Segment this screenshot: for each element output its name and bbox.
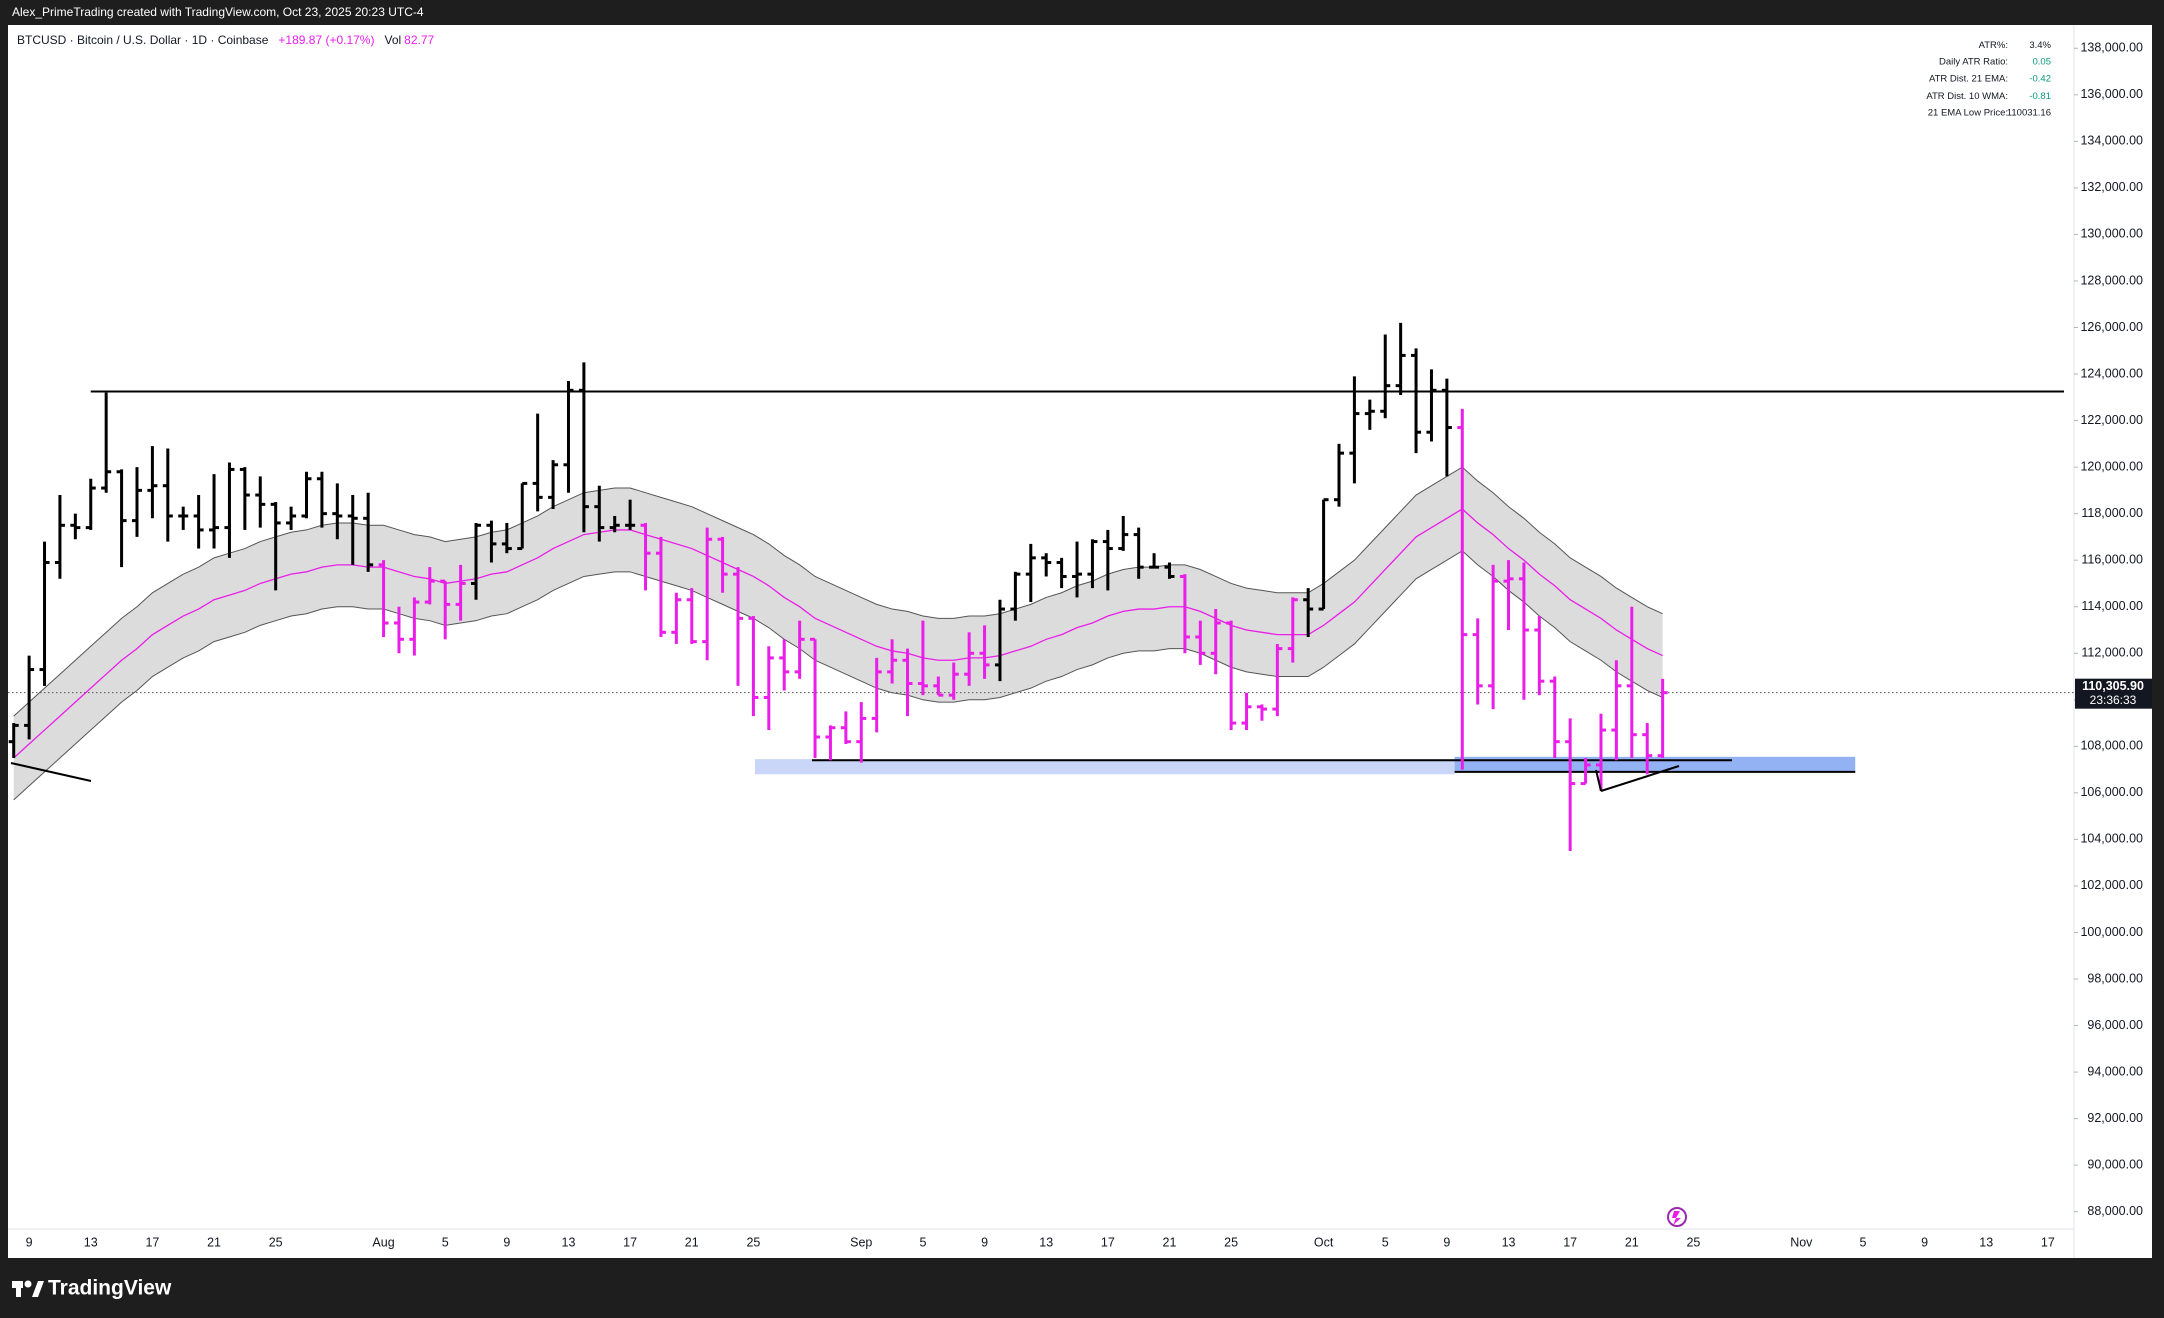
y-tick-label: 108,000.00 xyxy=(2080,739,2143,753)
band-fill xyxy=(13,467,1663,800)
change-legend: +189.87 (+0.17%) xyxy=(278,33,374,47)
x-tick-label: 5 xyxy=(442,1235,449,1249)
x-tick-label: 13 xyxy=(1502,1235,1516,1249)
y-tick-label: 128,000.00 xyxy=(2080,273,2143,287)
y-tick-label: 106,000.00 xyxy=(2080,785,2143,799)
y-tick-label: 136,000.00 xyxy=(2080,87,2143,101)
plot: 88,000.00 90,000.00 92,000.00 94,000.00 96,0… xyxy=(8,41,2152,1249)
logo-part xyxy=(16,1281,21,1297)
x-tick-label: 9 xyxy=(26,1235,33,1249)
y-tick-label: 138,000.00 xyxy=(2080,41,2143,55)
x-tick-label: 25 xyxy=(269,1235,283,1249)
trendline xyxy=(10,762,92,782)
info-value: 0.05 xyxy=(2033,57,2052,68)
zone xyxy=(754,759,1455,775)
x-tick-label: 17 xyxy=(623,1235,637,1249)
ema-line xyxy=(13,508,1663,759)
icon-ring xyxy=(1667,1207,1687,1227)
y-tick-label: 120,000.00 xyxy=(2080,459,2143,473)
y-tick-label: 94,000.00 xyxy=(2087,1064,2143,1078)
y-tick-label: 134,000.00 xyxy=(2080,134,2143,148)
info-label: ATR%: xyxy=(1979,40,2008,51)
x-tick-label: 13 xyxy=(1039,1235,1053,1249)
volume-label: Vol xyxy=(384,33,401,47)
y-tick-label: 102,000.00 xyxy=(2080,878,2143,892)
last-price-box xyxy=(2075,678,2152,709)
x-tick-label: 25 xyxy=(746,1235,760,1249)
y-tick-label: 126,000.00 xyxy=(2080,320,2143,334)
countdown: 23:36:33 xyxy=(2090,693,2137,707)
x-tick-label: 5 xyxy=(1859,1235,1866,1249)
x-tick-label: 13 xyxy=(1979,1235,1993,1249)
x-tick-label: Oct xyxy=(1314,1235,1334,1249)
x-tick-label: Nov xyxy=(1790,1235,1813,1249)
y-tick-label: 98,000.00 xyxy=(2087,971,2143,985)
y-tick-label: 90,000.00 xyxy=(2087,1157,2143,1171)
x-tick-label: 17 xyxy=(1101,1235,1115,1249)
info-value: 110031.16 xyxy=(2007,108,2051,119)
info-value: 3.4% xyxy=(2029,40,2051,51)
x-tick-label: 5 xyxy=(919,1235,926,1249)
info-label: 21 EMA Low Price: xyxy=(1928,108,2008,119)
info-value: -0.42 xyxy=(2029,74,2051,85)
x-tick-label: 9 xyxy=(503,1235,510,1249)
x-tick-label: 21 xyxy=(685,1235,699,1249)
icon-bolt xyxy=(1672,1211,1681,1225)
trendline xyxy=(1595,769,1602,792)
x-tick-label: 21 xyxy=(207,1235,221,1249)
y-tick-label: 112,000.00 xyxy=(2081,646,2143,660)
y-tick-label: 132,000.00 xyxy=(2080,180,2143,194)
logo-part xyxy=(32,1281,44,1297)
x-tick-label: 25 xyxy=(1686,1235,1700,1249)
info-value: -0.81 xyxy=(2029,91,2051,102)
x-tick-label: 17 xyxy=(1563,1235,1577,1249)
x-tick-label: 9 xyxy=(1921,1235,1928,1249)
info-label: ATR Dist. 21 EMA: xyxy=(1929,74,2008,85)
zone xyxy=(1454,756,1856,772)
info-label: ATR Dist. 10 WMA: xyxy=(1926,91,2008,102)
icon xyxy=(1667,1207,1687,1227)
x-tick-label: 9 xyxy=(1443,1235,1450,1249)
band-upper xyxy=(13,466,1663,717)
x-tick-label: 9 xyxy=(981,1235,988,1249)
x-tick-label: 25 xyxy=(1224,1235,1238,1249)
symbol-legend: BTCUSD · Bitcoin / U.S. Dollar · 1D · Co… xyxy=(17,33,269,47)
y-tick-label: 100,000.00 xyxy=(2080,925,2143,939)
x-tick-label: 13 xyxy=(84,1235,98,1249)
logo-part xyxy=(24,1280,32,1288)
y-tick-label: 88,000.00 xyxy=(2087,1204,2143,1218)
x-tick-label: 13 xyxy=(562,1235,576,1249)
x-tick-label: Aug xyxy=(372,1235,394,1249)
x-tick-label: 21 xyxy=(1625,1235,1639,1249)
attribution: Alex_PrimeTrading created with TradingVi… xyxy=(12,5,424,19)
last-price-label: 110,305.90 xyxy=(2082,679,2144,693)
x-tick-label: 17 xyxy=(145,1235,159,1249)
trendline xyxy=(1600,765,1680,792)
brand: TradingView xyxy=(48,1277,172,1300)
y-tick-label: 92,000.00 xyxy=(2087,1111,2143,1125)
footer-logo xyxy=(12,1280,44,1297)
y-tick-label: 104,000.00 xyxy=(2080,832,2143,846)
y-tick-label: 130,000.00 xyxy=(2080,227,2143,241)
x-tick-label: 21 xyxy=(1163,1235,1177,1249)
band-lower xyxy=(13,550,1663,801)
volume-value: 82.77 xyxy=(404,33,434,47)
y-tick-label: 96,000.00 xyxy=(2087,1018,2143,1032)
info-label: Daily ATR Ratio: xyxy=(1939,57,2008,68)
x-tick-label: 17 xyxy=(2041,1235,2055,1249)
y-tick-label: 116,000.00 xyxy=(2081,552,2143,566)
y-tick-label: 114,000.00 xyxy=(2081,599,2143,613)
y-tick-label: 118,000.00 xyxy=(2081,506,2143,520)
x-tick-label: Sep xyxy=(850,1235,872,1249)
y-tick-label: 124,000.00 xyxy=(2080,366,2143,380)
x-tick-label: 5 xyxy=(1382,1235,1389,1249)
y-tick-label: 122,000.00 xyxy=(2080,413,2143,427)
